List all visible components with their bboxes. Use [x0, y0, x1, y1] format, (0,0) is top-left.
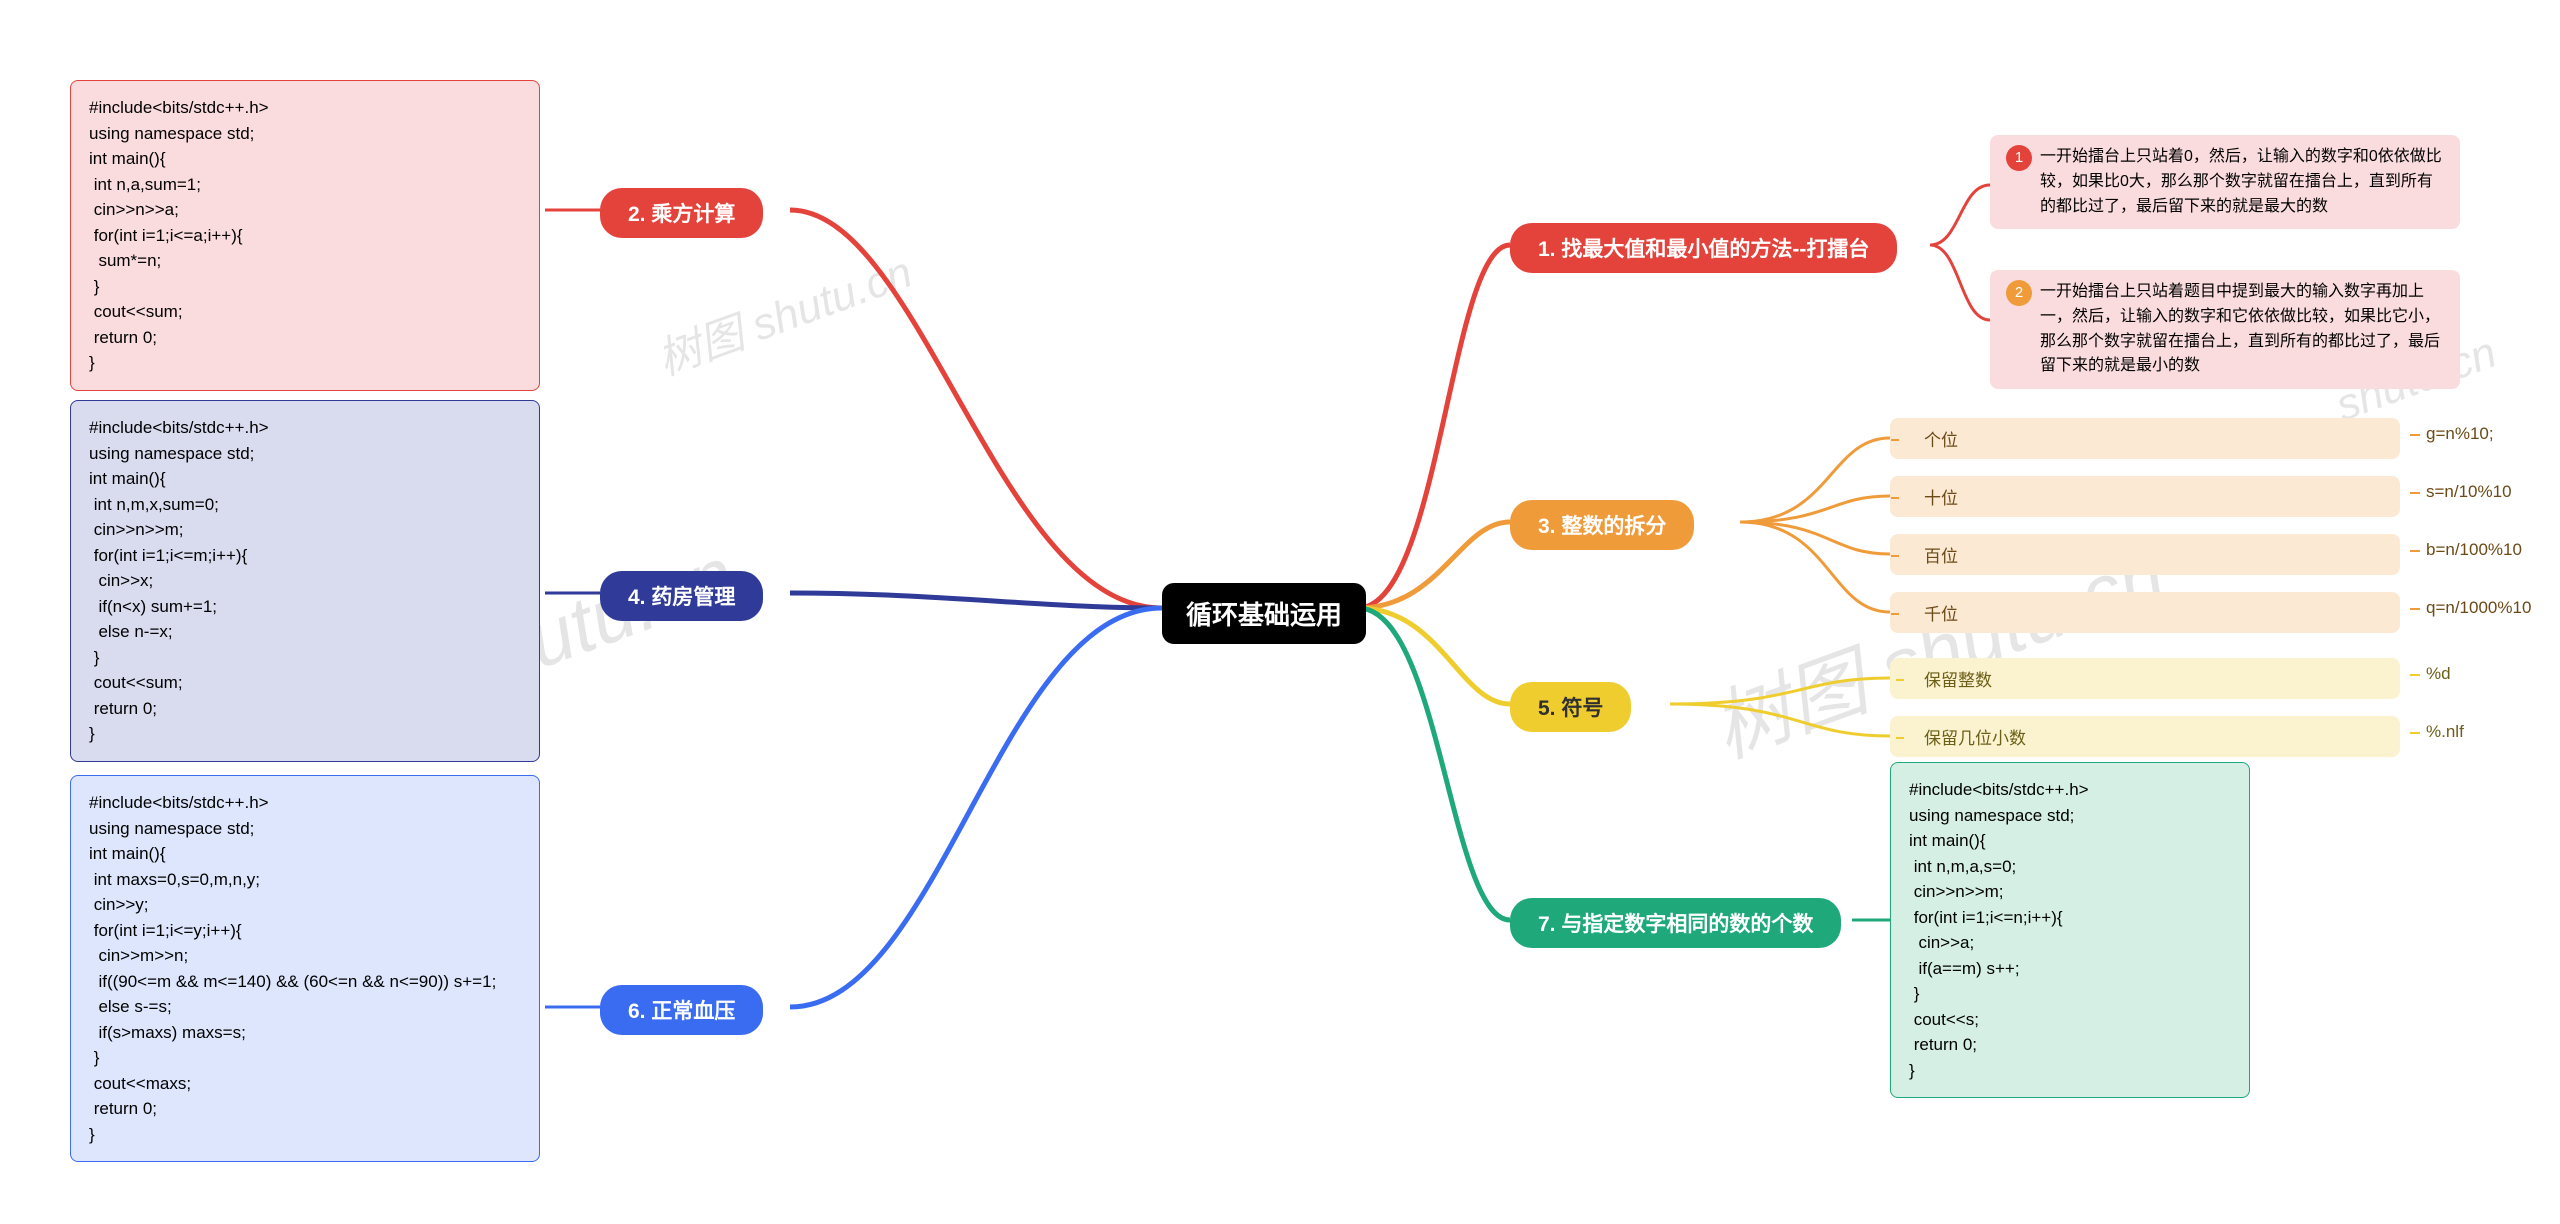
leaf-box-1-2: 2 一开始擂台上只站着题目中提到最大的输入数字再加上一，然后，让输入的数字和它依… — [1990, 270, 2460, 389]
symbol-row-value: %.nlf — [2410, 722, 2464, 742]
center-node[interactable]: 循环基础运用 — [1162, 583, 1366, 644]
branch-node-6[interactable]: 6. 正常血压 — [600, 985, 763, 1035]
digit-row-label: 十位 — [1890, 476, 2400, 517]
leaf-text: 一开始擂台上只站着0，然后，让输入的数字和0依依做比较，如果比0大，那么那个数字… — [2040, 145, 2444, 219]
code-box-6: #include<bits/stdc++.h> using namespace … — [70, 775, 540, 1162]
code-box-2: #include<bits/stdc++.h> using namespace … — [70, 80, 540, 391]
branch-node-1[interactable]: 1. 找最大值和最小值的方法--打擂台 — [1510, 223, 1897, 273]
digit-row-label: 千位 — [1890, 592, 2400, 633]
leaf-number-icon: 1 — [2006, 145, 2032, 171]
symbol-row-label: 保留整数 — [1890, 658, 2400, 699]
digit-row-value: g=n%10; — [2410, 424, 2494, 444]
branch-node-5[interactable]: 5. 符号 — [1510, 682, 1631, 732]
digit-row-value: s=n/10%10 — [2410, 482, 2512, 502]
symbol-row-label: 保留几位小数 — [1890, 716, 2400, 757]
branch-node-7[interactable]: 7. 与指定数字相同的数的个数 — [1510, 898, 1841, 948]
digit-row-value: q=n/1000%10 — [2410, 598, 2531, 618]
digit-row-label: 百位 — [1890, 534, 2400, 575]
watermark: 树图 shutu.cn — [647, 236, 919, 387]
leaf-box-1-1: 1 一开始擂台上只站着0，然后，让输入的数字和0依依做比较，如果比0大，那么那个… — [1990, 135, 2460, 229]
leaf-number-icon: 2 — [2006, 280, 2032, 306]
branch-node-2[interactable]: 2. 乘方计算 — [600, 188, 763, 238]
branch-node-4[interactable]: 4. 药房管理 — [600, 571, 763, 621]
symbol-row-value: %d — [2410, 664, 2451, 684]
code-box-7: #include<bits/stdc++.h> using namespace … — [1890, 762, 2250, 1098]
branch-node-3[interactable]: 3. 整数的拆分 — [1510, 500, 1694, 550]
leaf-text: 一开始擂台上只站着题目中提到最大的输入数字再加上一，然后，让输入的数字和它依依做… — [2040, 280, 2444, 379]
mindmap-root: 树图 shutu.cn 树图 shutu.cn 树图 shutu.cn 树图 s… — [0, 0, 2560, 1224]
digit-row-label: 个位 — [1890, 418, 2400, 459]
digit-row-value: b=n/100%10 — [2410, 540, 2522, 560]
code-box-4: #include<bits/stdc++.h> using namespace … — [70, 400, 540, 762]
